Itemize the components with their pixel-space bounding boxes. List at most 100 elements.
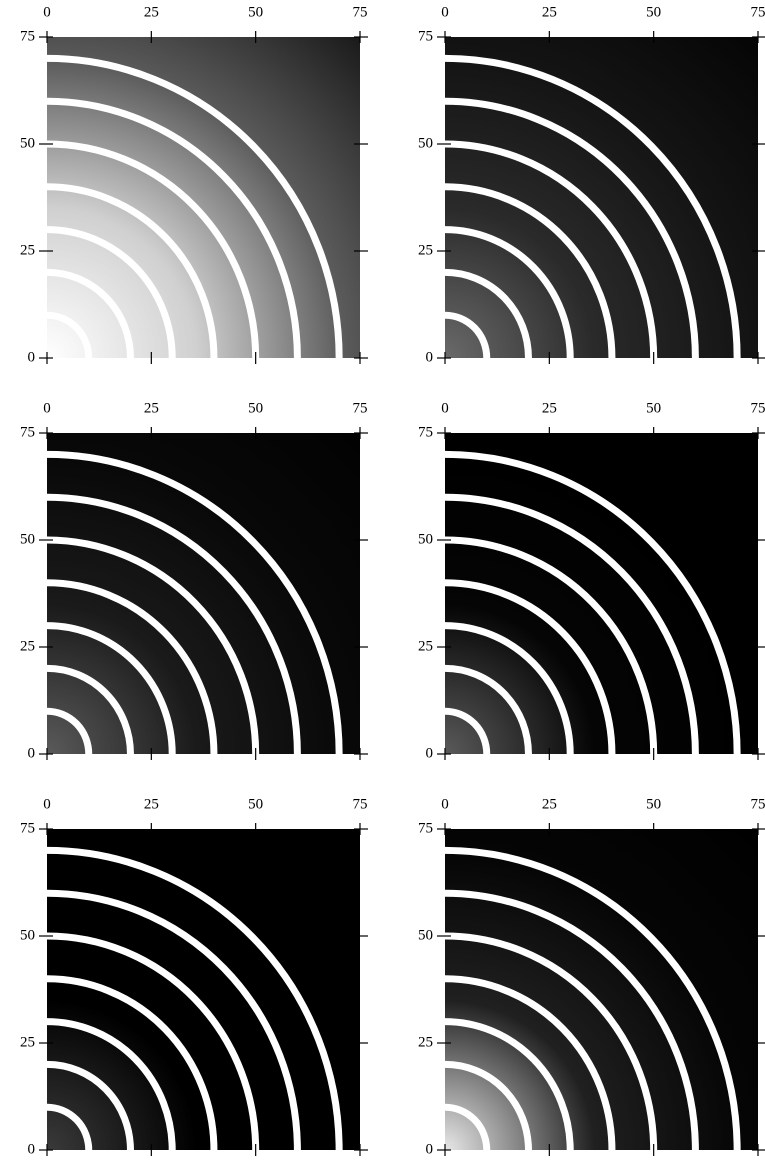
y-tick-label: 75 xyxy=(20,28,35,44)
ring xyxy=(47,707,93,754)
plot-background xyxy=(445,37,758,358)
rings xyxy=(445,450,741,754)
x-tick-label: 75 xyxy=(751,4,765,20)
x-tick-label: 0 xyxy=(441,796,449,812)
x-tick-label: 0 xyxy=(441,4,449,20)
x-tick-label: 75 xyxy=(751,796,765,812)
ring xyxy=(47,97,301,358)
ring xyxy=(47,536,260,754)
x-tick-label: 75 xyxy=(353,400,368,416)
ring xyxy=(47,54,343,358)
y-tick-label: 50 xyxy=(418,531,433,547)
ring xyxy=(445,268,532,358)
plot-background xyxy=(47,829,360,1150)
y-tick-label: 75 xyxy=(20,424,35,440)
y-tick-label: 75 xyxy=(20,820,35,836)
ring xyxy=(47,932,260,1150)
ring xyxy=(445,54,741,358)
y-tick-label: 75 xyxy=(418,424,433,440)
ring xyxy=(47,1018,176,1150)
y-tick-label: 25 xyxy=(418,1034,433,1050)
ring xyxy=(445,536,658,754)
y-tick-label: 0 xyxy=(426,349,434,365)
x-tick-label: 25 xyxy=(144,400,159,416)
ring xyxy=(47,493,301,754)
y-tick-label: 0 xyxy=(28,349,36,365)
y-tick-label: 0 xyxy=(28,745,36,761)
y-tick-label: 25 xyxy=(418,638,433,654)
ring xyxy=(445,97,699,358)
y-tick-label: 50 xyxy=(20,531,35,547)
ring xyxy=(445,450,741,754)
panel: 0 25 50 75 0 25 50 75 xyxy=(418,400,765,761)
ring xyxy=(47,1103,93,1150)
panel: 0 25 50 75 0 25 50 75 xyxy=(20,400,368,761)
x-tick-label: 25 xyxy=(144,4,159,20)
ring xyxy=(445,140,658,358)
ring xyxy=(47,664,134,754)
x-tick-label: 50 xyxy=(646,400,661,416)
plot-background xyxy=(445,829,758,1150)
x-tick-label: 50 xyxy=(248,796,263,812)
ring xyxy=(445,1103,491,1150)
x-tick-label: 25 xyxy=(542,4,557,20)
x-tick-label: 75 xyxy=(751,400,765,416)
ring xyxy=(47,1060,134,1150)
ring xyxy=(47,975,218,1150)
x-tick-label: 50 xyxy=(248,4,263,20)
ring xyxy=(445,664,532,754)
y-tick-label: 0 xyxy=(28,1141,36,1157)
x-tick-label: 0 xyxy=(43,4,51,20)
ring xyxy=(445,183,616,358)
ring xyxy=(445,622,574,754)
y-tick-label: 0 xyxy=(426,1141,434,1157)
panel: 0 25 50 75 0 25 50 75 xyxy=(418,796,765,1157)
panel: 0 25 50 75 0 25 50 75 xyxy=(20,4,368,365)
x-tick-label: 50 xyxy=(248,400,263,416)
x-tick-label: 75 xyxy=(353,4,368,20)
y-tick-label: 75 xyxy=(418,820,433,836)
y-tick-label: 50 xyxy=(418,927,433,943)
panel: 0 25 50 75 0 25 50 75 xyxy=(418,4,765,365)
y-tick-label: 25 xyxy=(418,242,433,258)
y-tick-label: 0 xyxy=(426,745,434,761)
ring xyxy=(445,707,491,754)
rings xyxy=(47,450,343,754)
x-tick-label: 50 xyxy=(646,4,661,20)
ring xyxy=(445,226,574,358)
ring xyxy=(445,846,741,1150)
x-tick-label: 75 xyxy=(353,796,368,812)
plot-background xyxy=(445,433,758,754)
y-tick-label: 50 xyxy=(20,135,35,151)
x-tick-label: 0 xyxy=(441,400,449,416)
ring xyxy=(47,622,176,754)
panel: 0 25 50 75 0 25 50 75 xyxy=(20,796,368,1157)
x-tick-label: 50 xyxy=(646,796,661,812)
rings xyxy=(445,54,741,358)
ring xyxy=(445,311,491,358)
ring xyxy=(445,975,616,1150)
ring xyxy=(445,493,699,754)
x-tick-label: 0 xyxy=(43,400,51,416)
ring xyxy=(47,846,343,1150)
y-tick-label: 25 xyxy=(20,638,35,654)
ring xyxy=(47,183,218,358)
rings xyxy=(47,54,343,358)
ring xyxy=(445,1018,574,1150)
plot-background xyxy=(47,433,360,754)
ring xyxy=(445,889,699,1150)
ring xyxy=(445,932,658,1150)
rings xyxy=(47,846,343,1150)
x-tick-label: 0 xyxy=(43,796,51,812)
ring xyxy=(47,311,93,358)
ring xyxy=(445,579,616,754)
ring xyxy=(445,1060,532,1150)
ring xyxy=(47,579,218,754)
y-tick-label: 25 xyxy=(20,242,35,258)
y-tick-label: 50 xyxy=(20,927,35,943)
x-tick-label: 25 xyxy=(542,796,557,812)
ring xyxy=(47,268,134,358)
ring xyxy=(47,140,260,358)
